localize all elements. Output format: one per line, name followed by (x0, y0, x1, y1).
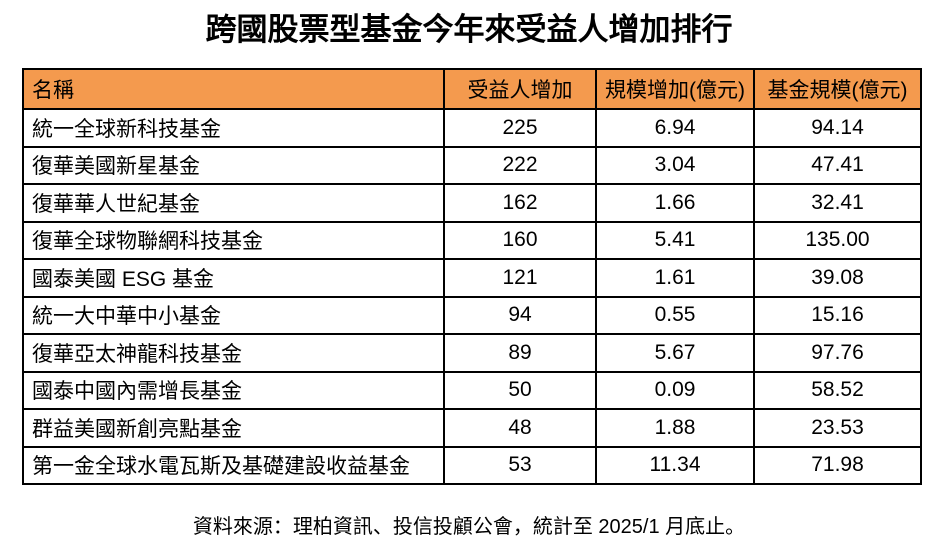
beneficiary-increase-cell: 94 (443, 295, 597, 335)
fund-scale-cell: 47.41 (753, 145, 922, 185)
fund-scale-cell: 15.16 (753, 295, 922, 335)
beneficiary-increase-cell: 50 (443, 370, 597, 410)
fund-scale-cell: 97.76 (753, 333, 922, 373)
beneficiary-increase-cell: 162 (443, 183, 597, 223)
beneficiary-increase-cell: 225 (443, 108, 597, 148)
table-body: 統一全球新科技基金 225 6.94 94.14 復華美國新星基金 222 3.… (22, 108, 922, 485)
table-row: 統一大中華中小基金 94 0.55 15.16 (22, 295, 922, 335)
scale-increase-cell: 5.67 (595, 333, 755, 373)
beneficiary-increase-cell: 222 (443, 145, 597, 185)
page-title: 跨國股票型基金今年來受益人增加排行 (205, 12, 733, 47)
fund-name-cell: 復華亞太神龍科技基金 (22, 333, 445, 373)
fund-name-cell: 復華美國新星基金 (22, 145, 445, 185)
column-header-scale-increase: 規模增加(億元) (595, 68, 755, 110)
fund-name-cell: 群益美國新創亮點基金 (22, 408, 445, 448)
table-row: 第一金全球水電瓦斯及基礎建設收益基金 53 11.34 71.98 (22, 445, 922, 485)
scale-increase-cell: 3.04 (595, 145, 755, 185)
beneficiary-increase-cell: 160 (443, 220, 597, 260)
table-row: 復華亞太神龍科技基金 89 5.67 97.76 (22, 333, 922, 373)
fund-name-cell: 復華全球物聯網科技基金 (22, 220, 445, 260)
fund-scale-cell: 23.53 (753, 408, 922, 448)
scale-increase-cell: 0.55 (595, 295, 755, 335)
table-row: 復華華人世紀基金 162 1.66 32.41 (22, 183, 922, 223)
scale-increase-cell: 11.34 (595, 445, 755, 485)
fund-scale-cell: 94.14 (753, 108, 922, 148)
column-header-fund-scale: 基金規模(億元) (753, 68, 922, 110)
fund-name-cell: 國泰美國 ESG 基金 (22, 258, 445, 298)
beneficiary-increase-cell: 53 (443, 445, 597, 485)
beneficiary-increase-cell: 48 (443, 408, 597, 448)
source-note: 資料來源：理柏資訊、投信投顧公會，統計至 2025/1 月底止。 (192, 516, 746, 538)
scale-increase-cell: 5.41 (595, 220, 755, 260)
table-header-row: 名稱 受益人增加 規模增加(億元) 基金規模(億元) (22, 68, 922, 110)
column-header-beneficiary-increase: 受益人增加 (443, 68, 597, 110)
beneficiary-increase-cell: 89 (443, 333, 597, 373)
fund-name-cell: 統一大中華中小基金 (22, 295, 445, 335)
fund-name-cell: 國泰中國內需增長基金 (22, 370, 445, 410)
fund-scale-cell: 32.41 (753, 183, 922, 223)
table-row: 國泰中國內需增長基金 50 0.09 58.52 (22, 370, 922, 410)
fund-scale-cell: 58.52 (753, 370, 922, 410)
fund-scale-cell: 39.08 (753, 258, 922, 298)
scale-increase-cell: 1.66 (595, 183, 755, 223)
scale-increase-cell: 1.61 (595, 258, 755, 298)
scale-increase-cell: 6.94 (595, 108, 755, 148)
table-row: 群益美國新創亮點基金 48 1.88 23.53 (22, 408, 922, 448)
scale-increase-cell: 1.88 (595, 408, 755, 448)
fund-name-cell: 復華華人世紀基金 (22, 183, 445, 223)
table-row: 復華全球物聯網科技基金 160 5.41 135.00 (22, 220, 922, 260)
column-header-name: 名稱 (22, 68, 445, 110)
beneficiary-increase-cell: 121 (443, 258, 597, 298)
fund-name-cell: 第一金全球水電瓦斯及基礎建設收益基金 (22, 445, 445, 485)
fund-scale-cell: 71.98 (753, 445, 922, 485)
table-row: 復華美國新星基金 222 3.04 47.41 (22, 145, 922, 185)
scale-increase-cell: 0.09 (595, 370, 755, 410)
fund-scale-cell: 135.00 (753, 220, 922, 260)
table-row: 統一全球新科技基金 225 6.94 94.14 (22, 108, 922, 148)
fund-name-cell: 統一全球新科技基金 (22, 108, 445, 148)
table-header: 名稱 受益人增加 規模增加(億元) 基金規模(億元) (22, 68, 922, 110)
fund-ranking-table: 名稱 受益人增加 規模增加(億元) 基金規模(億元) 統一全球新科技基金 225… (22, 68, 922, 485)
table-row: 國泰美國 ESG 基金 121 1.61 39.08 (22, 258, 922, 298)
